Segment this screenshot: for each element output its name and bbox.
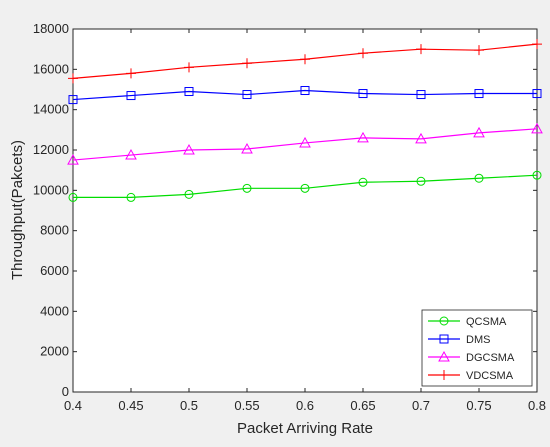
data-point-qcsma: [532, 170, 542, 180]
data-point-dgcsma: [67, 154, 79, 165]
series-line-dgcsma: [72, 128, 538, 161]
data-point-vdcsma: [474, 45, 484, 56]
legend: QCSMA DMS DGCSMA VDCSMA: [421, 309, 533, 387]
data-point-dgcsma: [473, 126, 485, 138]
y-tick-label: 10000: [33, 182, 69, 197]
y-tick-label: 16000: [33, 61, 69, 76]
data-point-dms: [300, 86, 310, 96]
data-point-qcsma: [474, 173, 484, 183]
data-point-qcsma: [68, 192, 78, 202]
y-axis: 0 2000 4000 6000 8000 10000 12000 14000 16000 180…: [33, 21, 537, 399]
series-layer: [67, 39, 543, 202]
data-point-qcsma: [300, 183, 310, 193]
data-point-dms: [68, 95, 78, 105]
data-point-vdcsma: [416, 44, 426, 55]
data-point-vdcsma: [300, 54, 310, 65]
data-point-vdcsma: [68, 73, 78, 84]
data-point-vdcsma: [358, 48, 368, 59]
series-line-dms: [72, 89, 537, 101]
data-point-qcsma: [126, 192, 136, 202]
legend-marker-dms: [439, 334, 449, 344]
data-point-dms: [532, 89, 542, 99]
data-point-qcsma: [416, 176, 426, 186]
y-tick-label: 18000: [33, 21, 69, 36]
data-point-dgcsma: [531, 122, 543, 134]
legend-label-vdcsma: VDCSMA: [466, 370, 514, 382]
legend-label-qcsma: QCSMA: [466, 316, 507, 328]
data-point-dms: [416, 90, 426, 100]
data-point-vdcsma: [242, 58, 252, 69]
y-tick-label: 6000: [40, 263, 69, 278]
legend-label-dms: DMS: [466, 334, 490, 346]
data-point-dgcsma: [241, 142, 253, 154]
data-point-dms: [474, 89, 484, 99]
x-tick-label: 0.5: [180, 398, 198, 413]
series-dms: [68, 86, 542, 105]
y-tick-label: 8000: [40, 223, 69, 238]
data-point-dgcsma: [299, 136, 311, 148]
series-qcsma: [68, 170, 542, 202]
x-axis-title: Packet Arriving Rate: [237, 420, 373, 437]
data-point-dms: [358, 89, 368, 99]
data-point-vdcsma: [532, 39, 542, 50]
x-tick-label: 0.6: [296, 398, 314, 413]
x-tick-label: 0.65: [350, 398, 375, 413]
x-tick-label: 0.45: [118, 398, 143, 413]
data-point-dgcsma: [357, 131, 369, 143]
data-point-dms: [242, 90, 252, 100]
series-vdcsma: [68, 39, 542, 84]
y-tick-label: 0: [62, 384, 69, 399]
data-point-dgcsma: [415, 132, 427, 144]
data-point-qcsma: [358, 177, 368, 187]
legend-marker-dgcsma: [438, 350, 450, 362]
x-tick-label: 0.55: [234, 398, 259, 413]
x-axis: 0.4 0.45 0.5 0.55 0.6 0.65 0.7 0.75 0.8: [64, 29, 546, 413]
x-tick-label: 0.8: [528, 398, 546, 413]
data-point-qcsma: [242, 183, 252, 193]
data-point-dms: [184, 87, 194, 97]
series-dgcsma: [67, 122, 543, 165]
data-point-dgcsma: [125, 149, 137, 160]
y-tick-label: 4000: [40, 303, 69, 318]
x-tick-label: 0.75: [466, 398, 491, 413]
series-line-qcsma: [73, 174, 538, 198]
y-tick-label: 2000: [40, 344, 69, 359]
data-point-vdcsma: [184, 62, 194, 73]
legend-label-dgcsma: DGCSMA: [466, 352, 515, 364]
legend-marker-qcsma: [439, 316, 449, 326]
x-tick-label: 0.4: [64, 398, 82, 413]
data-point-vdcsma: [126, 68, 136, 79]
y-axis-title: Throughput(Pakcets): [9, 140, 26, 280]
x-tick-label: 0.7: [412, 398, 430, 413]
data-point-dms: [126, 91, 136, 101]
data-point-dgcsma: [183, 143, 195, 155]
y-tick-label: 12000: [33, 142, 69, 157]
legend-marker-vdcsma: [439, 370, 449, 380]
y-tick-label: 14000: [33, 102, 69, 117]
data-point-qcsma: [184, 189, 194, 199]
